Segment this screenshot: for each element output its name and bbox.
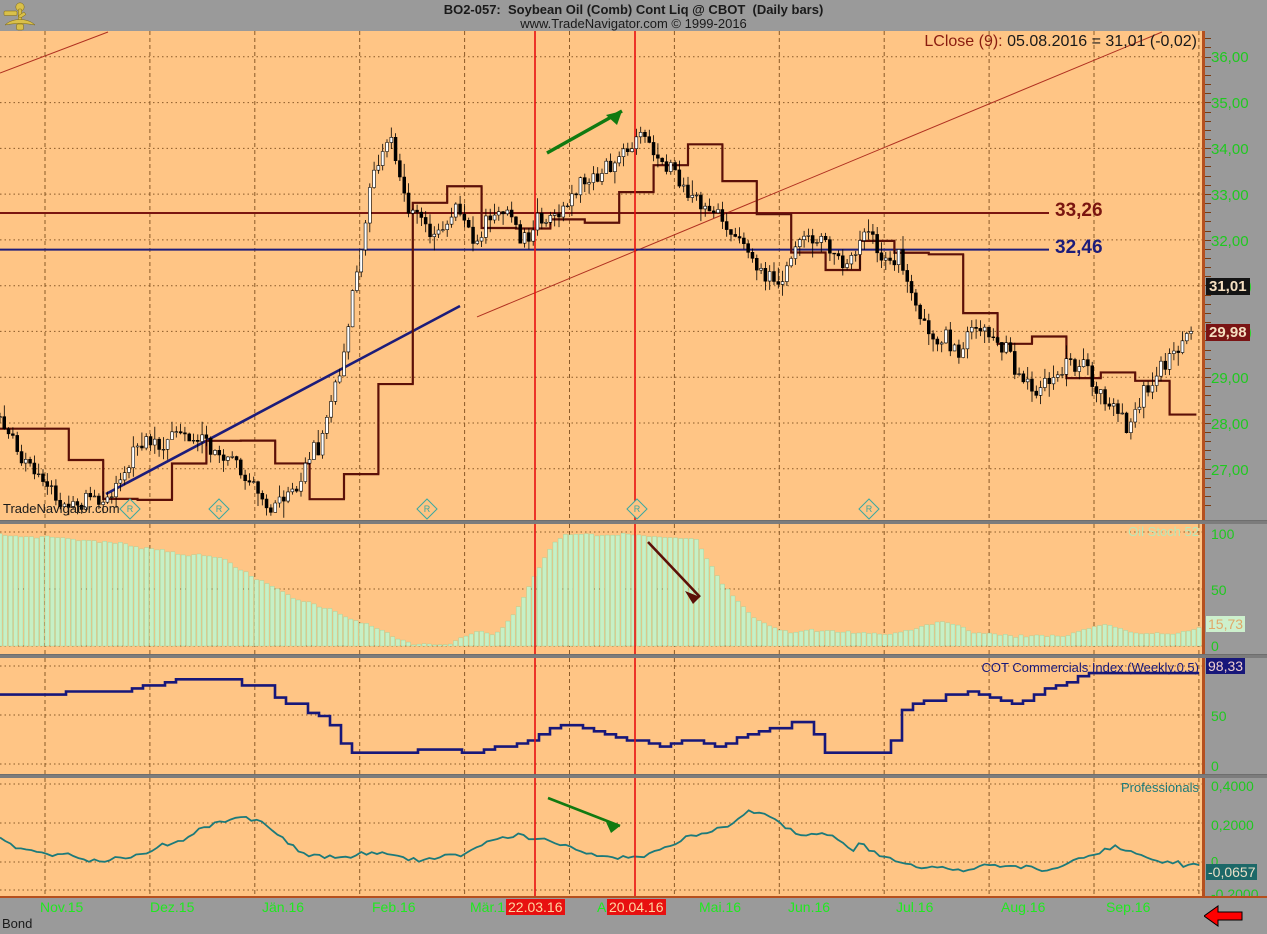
svg-text:R: R <box>634 504 641 514</box>
svg-text:R: R <box>866 504 873 514</box>
svg-text:R: R <box>127 504 134 514</box>
svg-text:R: R <box>216 504 223 514</box>
svg-text:R: R <box>424 504 431 514</box>
